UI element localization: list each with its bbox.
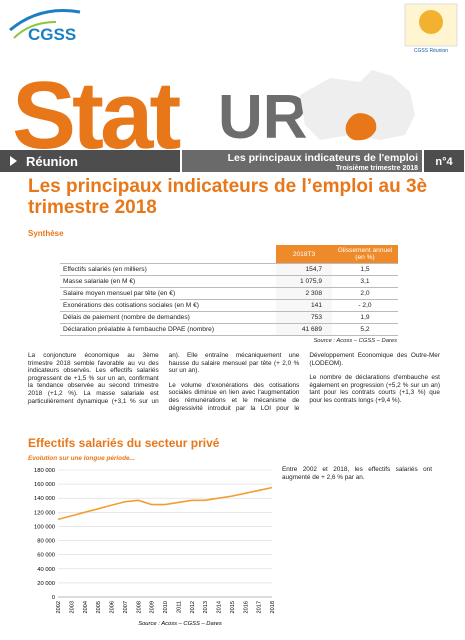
y-tick-label: 40 000 <box>37 567 55 573</box>
paragraph: Le nombre de déclarations d'embauche est… <box>309 374 440 404</box>
x-tick-label: 2017 <box>257 601 263 613</box>
table-cell: Effectifs salariés (en milliers) <box>60 263 276 276</box>
table-cell: 1 075,9 <box>276 275 332 288</box>
x-tick-label: 2003 <box>69 601 75 613</box>
chart-subtitle: Evolution sur une longue période... <box>28 455 135 462</box>
table-cell: 1,5 <box>332 263 398 276</box>
x-tick-label: 2014 <box>217 601 223 613</box>
arrow-icon <box>10 156 17 166</box>
x-tick-label: 2015 <box>230 601 236 613</box>
table-cell: 141 <box>276 299 332 312</box>
table-source: Source : Acoss – CGSS – Dares <box>313 338 397 344</box>
logo-swoosh <box>9 8 81 32</box>
x-tick-label: 2016 <box>243 601 249 613</box>
table-row: Salaire moyen mensuel par tête (en €) 2 3… <box>60 287 398 300</box>
issue: n°4 <box>435 156 453 168</box>
region-band <box>0 150 180 172</box>
body-text: La conjoncture économique au 3ème trimes… <box>28 352 440 432</box>
table-header: 2018T3 Glissement annuel (en %) <box>60 245 398 264</box>
title: Les principaux indicateurs de l’emploi a… <box>28 176 428 218</box>
table-row: Délais de paiement (nombre de demandes) 7… <box>60 311 398 324</box>
y-tick-label: 100 000 <box>34 524 55 530</box>
issue-box <box>424 150 464 172</box>
x-tick-label: 2006 <box>110 601 116 613</box>
table-cell: 3,1 <box>332 275 398 288</box>
table-cell: Masse salariale (en M €) <box>60 275 276 288</box>
y-tick-label: 140 000 <box>34 496 55 502</box>
y-tick-label: 120 000 <box>34 510 55 516</box>
x-tick-label: 2013 <box>203 601 209 613</box>
blank-cell <box>60 245 276 264</box>
table-cell: 154,7 <box>276 263 332 276</box>
table-cell: 2,0 <box>332 287 398 300</box>
x-tick-label: 2005 <box>96 601 102 613</box>
banner-title: Les principaux indicateurs de l'emploi <box>228 152 418 164</box>
region: Réunion <box>26 154 78 169</box>
x-tick-label: 2007 <box>123 601 129 613</box>
table-cell: Exonérations des cotisations sociales (e… <box>60 299 276 312</box>
side-text: Entre 2002 et 2018, les effectifs salari… <box>282 466 432 481</box>
chart-source: Source : Acoss – CGSS – Dares <box>138 621 222 627</box>
table: 2018T3 Glissement annuel (en %) Effectif… <box>60 245 398 336</box>
logo-text: CGSS <box>28 25 76 44</box>
table-row: Exonérations des cotisations sociales (e… <box>60 299 398 312</box>
banner-period: Troisième trimestre 2018 <box>336 165 418 172</box>
brand-right: UR <box>218 83 308 152</box>
banner <box>182 150 422 172</box>
table-row: Déclaration préalable à l'embauche DPAE … <box>60 323 398 336</box>
subtitle: Synthèse <box>28 229 64 238</box>
header-cell: Glissement annuel (en %) <box>332 245 398 264</box>
chart: Source : Acoss – CGSS – Dares 0 20 000 40 … <box>34 468 276 627</box>
series-line <box>57 486 273 521</box>
y-tick-label: 20 000 <box>37 581 55 587</box>
x-tick-label: 2008 <box>136 601 142 613</box>
y-tick-label: 60 000 <box>37 553 55 559</box>
table-cell: 1,9 <box>332 311 398 324</box>
table-row: Masse salariale (en M €) 1 075,9 3,1 <box>60 275 398 288</box>
paragraph: Le volume d'exonérations des cotisations… <box>168 352 440 412</box>
x-tick-label: 2002 <box>56 601 62 613</box>
x-tick-label: 2004 <box>83 601 89 613</box>
y-tick-label: 0 <box>52 595 55 601</box>
header-cell: 2018T3 <box>276 245 332 264</box>
section-title: Effectifs salariés du secteur privé <box>28 436 220 450</box>
x-tick-label: 2018 <box>270 601 276 613</box>
table-cell: Salaire moyen mensuel par tête (en €) <box>60 287 276 300</box>
table-cell: 5,2 <box>332 323 398 336</box>
map-france <box>300 70 415 140</box>
table-cell: 2 308 <box>276 287 332 300</box>
y-tick-label: 160 000 <box>34 482 55 488</box>
table-cell: - 2,0 <box>332 299 398 312</box>
table-cell: 753 <box>276 311 332 324</box>
x-tick-label: 2012 <box>190 601 196 613</box>
logo-right-text: CGSS Réunion <box>414 48 448 54</box>
x-tick-label: 2011 <box>176 601 182 613</box>
y-tick-label: 180 000 <box>34 468 55 474</box>
logo-swoosh <box>13 21 57 39</box>
table-cell: 41 689 <box>276 323 332 336</box>
x-tick-label: 2010 <box>163 601 169 613</box>
table-row: Effectifs salariés (en milliers) 154,7 1,5 <box>60 263 398 276</box>
x-tick-label: 2009 <box>150 601 156 613</box>
logo-right-sun <box>419 10 443 34</box>
table-cell: Délais de paiement (nombre de demandes) <box>60 311 276 324</box>
table-cell: Déclaration préalable à l'embauche DPAE … <box>60 323 276 336</box>
paragraph: La conjoncture économique au 3ème trimes… <box>28 352 300 405</box>
y-tick-label: 80 000 <box>37 539 55 545</box>
masthead: CGSS CGSS Réunion Stat UR Réunion Les pr… <box>0 3 464 172</box>
map-reunion <box>345 113 377 141</box>
